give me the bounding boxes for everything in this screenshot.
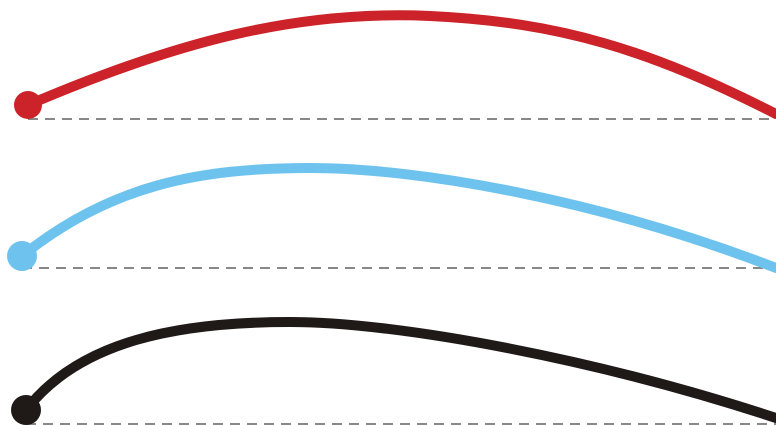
trajectory-blue bbox=[7, 162, 776, 273]
origin-point-black bbox=[11, 395, 41, 425]
origin-point-blue bbox=[7, 241, 37, 271]
arc-black bbox=[21, 316, 776, 423]
arc-red bbox=[23, 10, 776, 119]
trajectory-black bbox=[11, 316, 776, 425]
origin-point-red bbox=[14, 91, 42, 119]
arc-blue bbox=[17, 162, 776, 273]
trajectory-red bbox=[14, 10, 776, 120]
